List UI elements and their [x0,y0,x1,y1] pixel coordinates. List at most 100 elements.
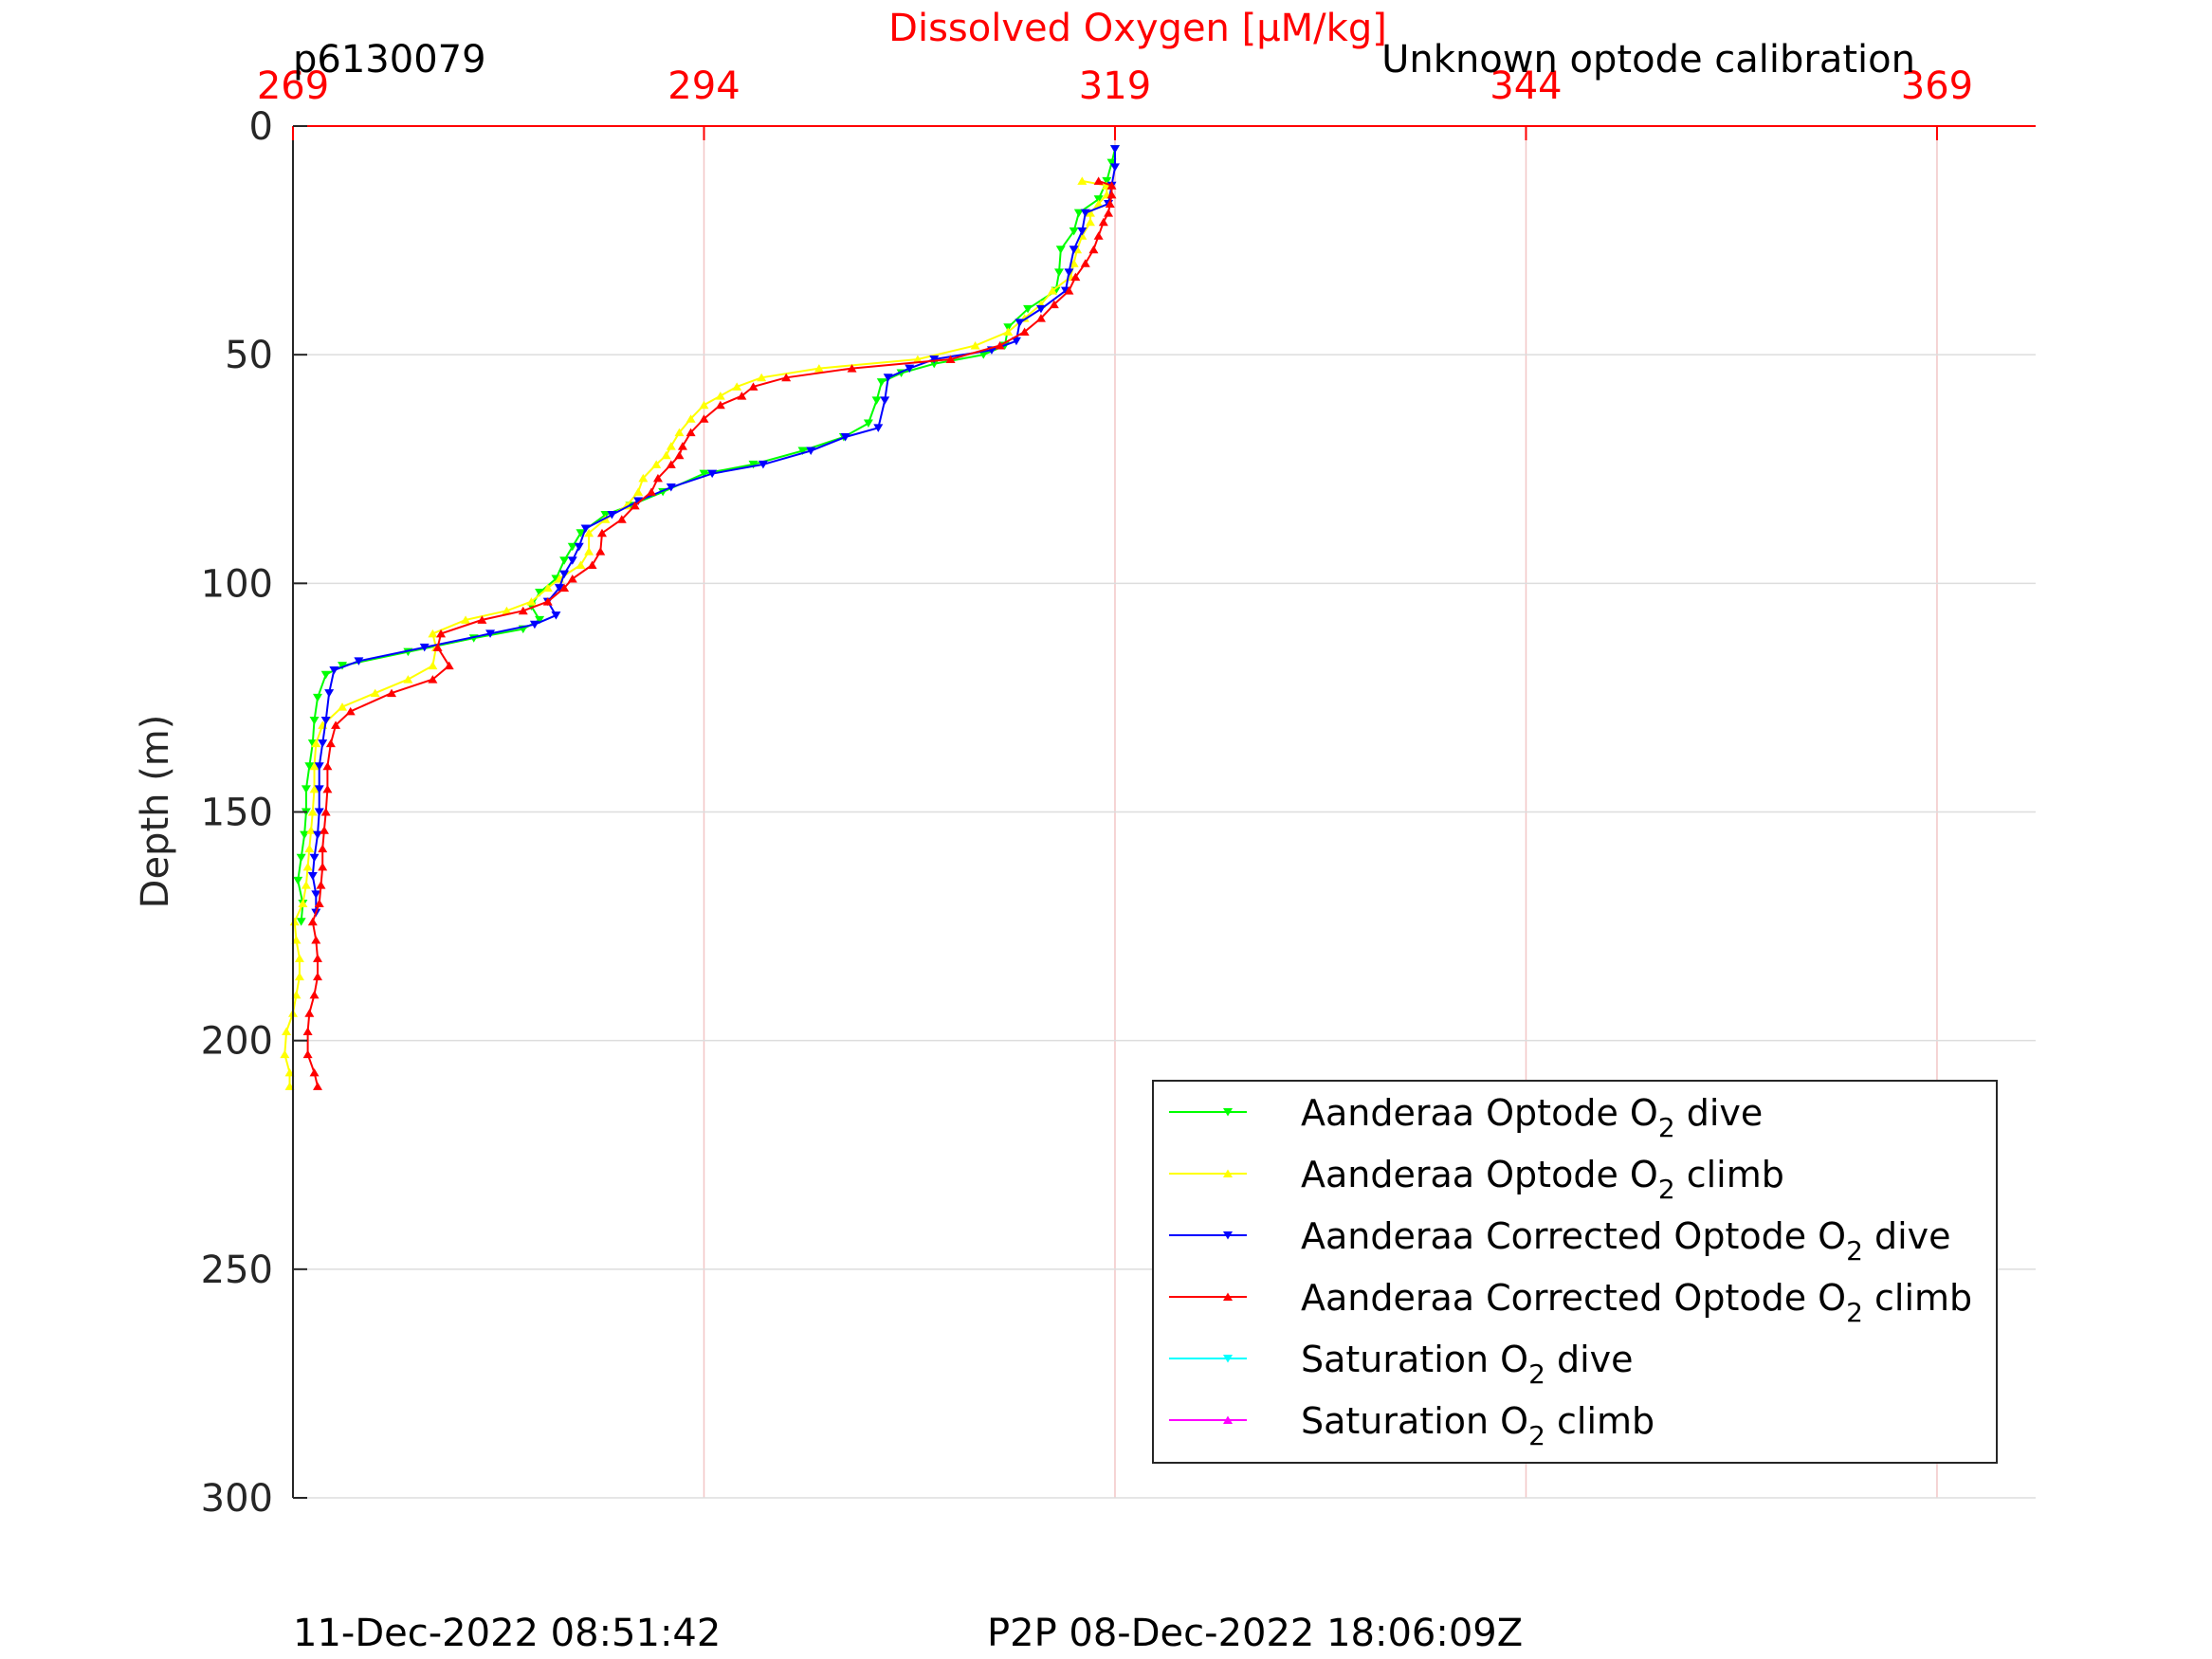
optode_climb-line [283,179,1108,1086]
corrected_dive-marker [873,424,884,432]
calibration-label: Unknown optode calibration [1381,38,1915,82]
corrected_dive-marker [354,657,364,665]
corrected_climb-marker [331,720,341,729]
optode_dive-marker [748,460,759,469]
corrected_climb-marker [1070,272,1081,282]
corrected_climb-marker [1035,314,1046,322]
corrected_dive-marker [1077,227,1088,236]
legend-label-saturation_dive: Saturation O2 dive [1301,1339,1634,1390]
optode_dive-marker [876,378,887,387]
optode_dive-marker [567,542,577,552]
corrected_dive-marker [313,830,323,840]
y-tick-label: 300 [201,1477,273,1521]
legend-label-corrected_climb: Aanderaa Corrected Optode O2 climb [1301,1277,1972,1328]
optode_dive-marker [1102,176,1112,186]
optode_dive-marker [304,762,315,771]
corrected_climb-marker [313,972,323,981]
legend-marker-optode_dive [1223,1108,1233,1117]
corrected_climb-marker [567,574,577,583]
corrected_climb-marker [781,373,792,382]
corrected_climb-marker [1098,217,1108,227]
corrected_climb-marker [325,738,336,748]
x-tick-label: 294 [667,64,740,108]
legend: Aanderaa Optode O2 dive Aanderaa Optode O… [1152,1080,1998,1464]
optode_climb-marker [1069,259,1079,267]
optode_climb-marker [403,675,413,684]
corrected_climb-marker [428,675,438,684]
x-ticks: 269 294 319 344 369 [257,64,1973,140]
optode_dive-marker [296,853,306,863]
optode_climb-marker [970,341,980,350]
optode_dive-marker [1054,268,1065,277]
legend-marker-saturation_dive [1223,1355,1233,1363]
optode_climb-marker [732,382,742,391]
y-tick-label: 100 [201,562,273,606]
corrected_climb-marker [432,643,443,651]
optode_climb-marker [699,400,709,410]
optode_climb-marker [1085,217,1095,227]
legend-box [1152,1080,1998,1464]
y-tick-label: 0 [249,105,273,149]
legend-marker-corrected_dive [1223,1231,1233,1240]
y-tick-label: 200 [201,1020,273,1064]
corrected_climb-marker [444,661,454,670]
optode_climb-marker [584,528,594,538]
corrected_climb-line [306,179,1113,1087]
legend-marker-saturation_climb [1223,1415,1233,1424]
corrected_climb-marker [674,450,685,460]
optode_dive-marker [576,529,586,538]
series-group [280,145,1120,1090]
optode_climb-marker [526,597,537,606]
optode_dive-marker [1093,195,1104,204]
corrected_climb-marker [322,761,333,771]
corrected_dive-marker [707,469,718,479]
corrected_climb-marker [595,547,606,556]
optode_climb-marker [338,702,348,711]
corrected_dive-marker [633,497,644,506]
footer-left-timestamp: 11-Dec-2022 08:51:42 [293,1612,721,1655]
corrected_climb-marker [311,936,321,944]
optode_climb-marker [638,473,649,483]
corrected_dive-marker [1109,163,1120,172]
corrected_climb-marker [677,442,687,450]
corrected_dive-marker [806,447,816,455]
optode_climb-marker [502,606,512,615]
corrected_dive-marker [840,432,850,442]
corrected_climb-marker [518,606,528,615]
corrected_dive-marker [607,510,617,520]
corrected_climb-series [302,176,1117,1090]
corrected_climb-marker [319,826,329,834]
legend-marker-optode_climb [1223,1169,1233,1177]
x-tick-label: 319 [1079,64,1151,108]
x-tick-label: 369 [1901,64,1973,108]
corrected_dive-marker [559,570,570,579]
corrected_climb-marker [1019,327,1030,337]
optode_climb-marker [280,1049,290,1059]
optode_dive-marker [797,447,808,455]
corrected_climb-marker [1104,209,1114,217]
corrected_climb-marker [596,528,607,538]
optode_climb-marker [584,547,594,556]
corrected_climb-marker [1093,231,1104,240]
corrected_dive-marker [311,890,321,899]
optode_dive-marker [929,359,940,369]
corrected_dive-marker [1069,246,1079,254]
optode_climb-marker [1077,176,1088,185]
corrected_dive-marker [419,643,430,652]
chart-title: Dissolved Oxygen [μM/kg] [888,7,1387,50]
optode_climb-marker [666,442,676,450]
corrected_climb-marker [1049,300,1059,309]
corrected_dive-marker [485,629,496,638]
corrected_dive-marker [314,762,324,771]
corrected_climb-marker [630,501,640,510]
x-tick-label: 269 [257,64,329,108]
optode_climb-marker [633,487,644,496]
optode_climb-marker [428,661,438,670]
corrected_climb-marker [647,487,657,496]
corrected_climb-marker [616,515,627,523]
corrected_climb-marker [322,784,333,793]
optode_climb-marker [294,954,304,962]
corrected_climb-marker [309,1067,320,1077]
corrected_dive-marker [1109,145,1120,154]
optode_dive-marker [535,588,545,597]
